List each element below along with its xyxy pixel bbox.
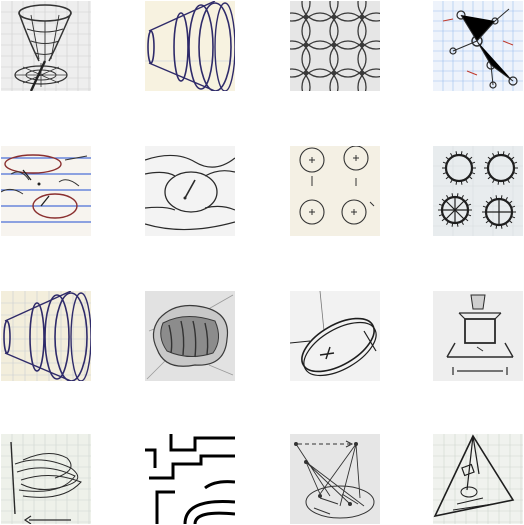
sketch-disc-perspective [290,291,380,381]
sketch-tangled-lines-grid-drawing [1,434,91,524]
sketch-cone-rings-drawing [145,1,235,91]
sketch-funnel-vortex [1,1,91,91]
sketch-tangled-lines-grid [1,434,91,524]
sketch-cone-rings-repeat-drawing [1,291,91,381]
sketch-node-network-grid [433,1,523,91]
sketch-circle-lattice [290,1,380,91]
sketch-circle-lattice-drawing [290,1,380,91]
sketch-flow-lines-vortex-drawing [145,154,235,231]
sketch-shaded-blob [145,291,235,381]
sketch-four-spiky-rings-drawing [433,146,523,236]
sketch-four-spiky-rings [433,146,523,236]
sketch-four-small-circles [290,146,380,236]
sketch-maze-lines [145,434,235,524]
sketch-triangle-pyramid-drawing [433,434,523,524]
sketch-arrow-graph-drawing [294,440,375,519]
sketch-flow-lines-vortex [145,146,235,236]
sketch-cone-rings [145,1,235,91]
sketch-arrow-graph [290,434,380,524]
sketch-triangle-pyramid [433,434,523,524]
sketch-funnel-vortex-drawing [1,1,91,91]
sketch-ellipses-lined-paper [1,146,91,236]
sketch-maze-lines-drawing [145,434,235,524]
sketch-disc-perspective-drawing [290,291,377,377]
sketch-cone-rings-repeat [1,291,91,381]
sketch-shaded-blob-drawing [146,294,234,380]
sketch-box-on-platform-drawing [446,294,514,375]
sketch-ellipses-lined-paper-drawing [1,154,91,223]
sketch-four-small-circles-drawing [299,146,375,225]
sketch-box-on-platform [433,291,523,381]
sketch-node-network-grid-drawing [433,1,523,91]
